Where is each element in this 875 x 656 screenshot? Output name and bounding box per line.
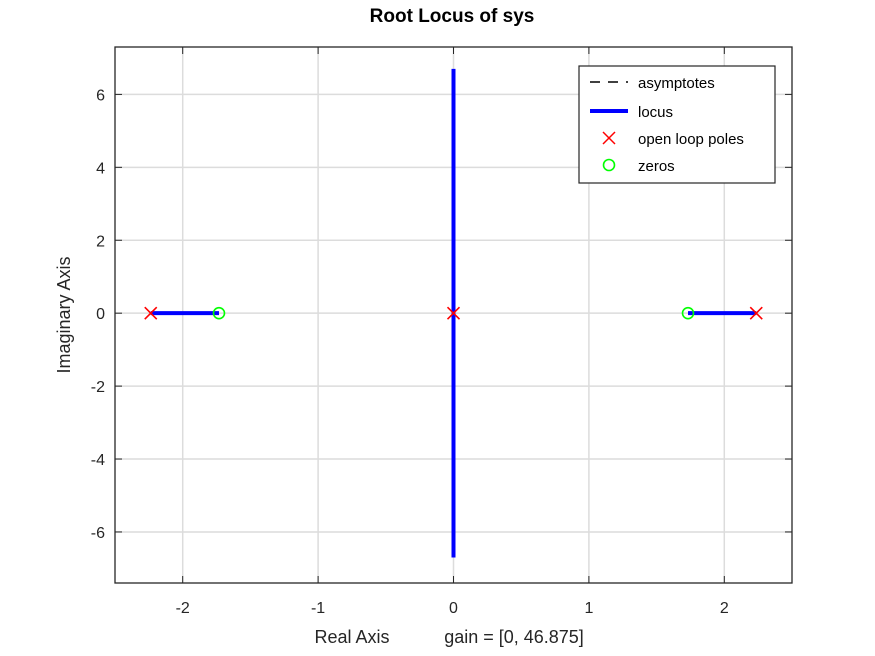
y-tick-labels: 6 4 2 0 -2 -4 -6 xyxy=(91,87,105,542)
zero-marker xyxy=(681,306,695,320)
zero-marker xyxy=(212,306,226,320)
legend-asymptotes-label: asymptotes xyxy=(638,75,715,92)
x-tick-labels: -2 -1 0 1 2 xyxy=(176,600,729,617)
legend: asymptotes locus open loop poles zeros xyxy=(578,65,776,184)
legend-locus-label: locus xyxy=(638,104,673,121)
x-tick-label: -1 xyxy=(311,600,325,617)
y-tick-label: -4 xyxy=(91,452,105,469)
y-tick-label: 0 xyxy=(96,306,105,323)
y-tick-label: -6 xyxy=(91,525,105,542)
tick-marks xyxy=(115,47,792,583)
pole-marker xyxy=(749,306,763,320)
legend-zeros-label: zeros xyxy=(638,158,675,175)
legend-poles-label: open loop poles xyxy=(638,131,744,148)
x-axis-label: Real Axis xyxy=(314,627,389,647)
y-axis-label: Imaginary Axis xyxy=(54,256,74,373)
x-tick-label: 1 xyxy=(584,600,593,617)
x-tick-label: 2 xyxy=(720,600,729,617)
poles-series xyxy=(144,306,763,320)
legend-box xyxy=(578,65,776,184)
y-tick-label: 4 xyxy=(96,160,105,177)
chart-title: Root Locus of sys xyxy=(370,6,535,27)
gain-range-label: gain = [0, 46.875] xyxy=(444,627,584,647)
y-tick-label: 2 xyxy=(96,233,105,250)
pole-marker xyxy=(144,306,158,320)
x-tick-label: -2 xyxy=(176,600,190,617)
pole-marker xyxy=(446,306,461,320)
x-tick-label: 0 xyxy=(449,600,458,617)
y-tick-label: 6 xyxy=(96,87,105,104)
zeros-series xyxy=(212,306,695,320)
legend-poles-swatch xyxy=(602,131,616,145)
y-tick-label: -2 xyxy=(91,379,105,396)
legend-zeros-swatch xyxy=(602,158,616,172)
